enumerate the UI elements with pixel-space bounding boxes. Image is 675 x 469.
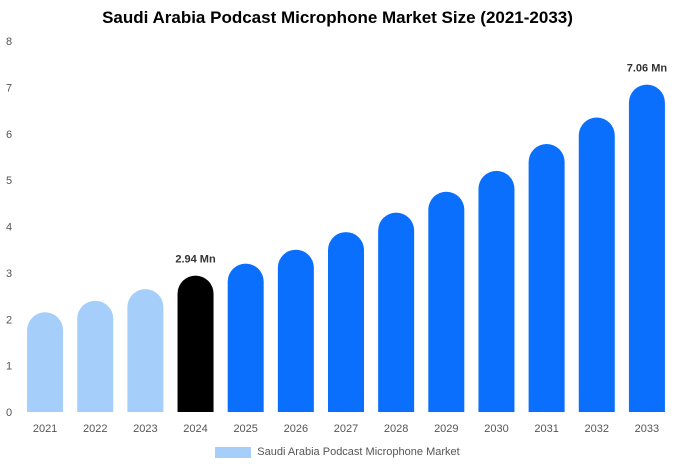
bar-2026	[277, 249, 314, 412]
y-tick-label: 1	[6, 361, 12, 373]
x-tick-label: 2032	[585, 423, 609, 435]
chart-title: Saudi Arabia Podcast Microphone Market S…	[102, 8, 573, 27]
x-tick-label: 2033	[635, 423, 659, 435]
bar-2021	[27, 312, 64, 412]
x-tick-label: 2031	[534, 423, 558, 435]
bar-2031	[528, 143, 565, 412]
y-tick-label: 5	[6, 175, 12, 187]
bar-2030	[478, 170, 515, 412]
y-tick-label: 7	[6, 82, 12, 94]
x-tick-label: 2026	[284, 423, 308, 435]
x-axis: 2021 2022 2023 2024 2025 2026 2027 2028 2029 2030…	[33, 423, 659, 435]
y-axis: 0 1 2 3 4 5 6 7 8	[6, 36, 12, 419]
annotations: 2.94 Mn 7.06 Mn	[175, 63, 667, 266]
bar-2025	[227, 263, 264, 412]
bar-2032	[578, 117, 615, 413]
x-tick-label: 2023	[133, 423, 157, 435]
y-tick-label: 2	[6, 314, 12, 326]
x-tick-label: 2029	[434, 423, 458, 435]
x-tick-label: 2028	[384, 423, 408, 435]
y-tick-label: 6	[6, 129, 12, 141]
bar-2033	[628, 84, 665, 413]
bar-2027	[328, 232, 365, 412]
x-tick-label: 2025	[233, 423, 257, 435]
y-tick-label: 8	[6, 36, 12, 48]
y-tick-label: 4	[6, 222, 12, 234]
legend: Saudi Arabia Podcast Microphone Market	[0, 446, 675, 458]
x-tick-label: 2030	[484, 423, 508, 435]
y-tick-label: 0	[6, 407, 12, 419]
bar-2028	[378, 212, 415, 412]
data-label: 7.06 Mn	[627, 63, 668, 75]
y-tick-label: 3	[6, 268, 12, 280]
x-tick-label: 2022	[83, 423, 107, 435]
bar-2023	[127, 289, 164, 412]
bar-2022	[77, 300, 114, 412]
bar-2029	[428, 191, 465, 412]
data-label: 2.94 Mn	[175, 254, 216, 266]
x-tick-label: 2024	[183, 423, 207, 435]
x-tick-label: 2027	[334, 423, 358, 435]
bar-2024	[177, 275, 214, 412]
x-tick-label: 2021	[33, 423, 57, 435]
legend-swatch	[215, 446, 252, 458]
bars	[27, 84, 665, 413]
legend-label: Saudi Arabia Podcast Microphone Market	[257, 446, 460, 459]
